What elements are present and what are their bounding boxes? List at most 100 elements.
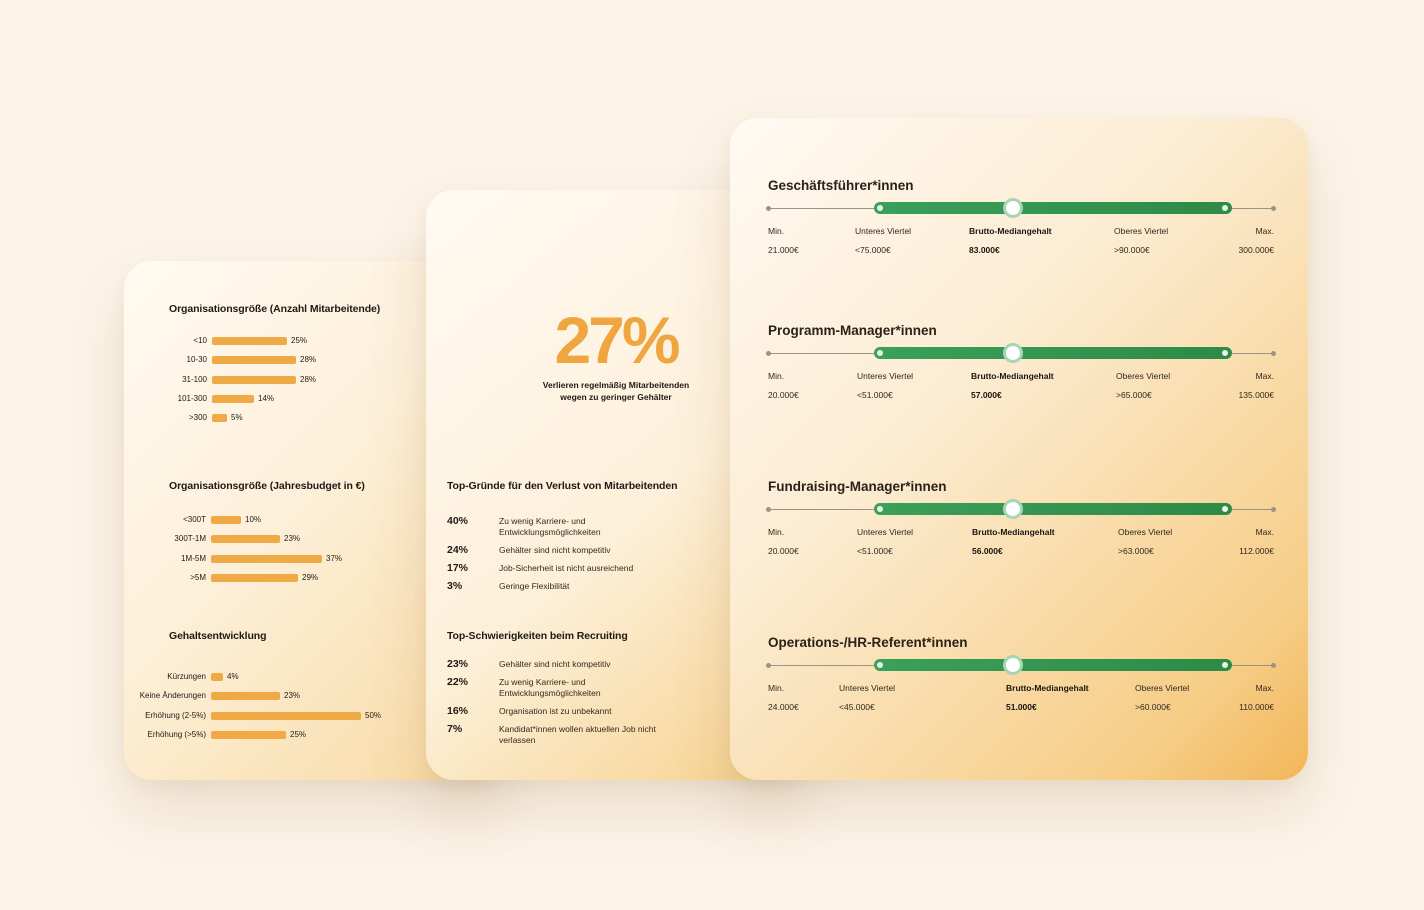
range-min-dot <box>766 662 771 668</box>
col-median: Brutto-Mediangehalt 57.000€ <box>971 371 1054 400</box>
bar-value: 23% <box>284 691 301 701</box>
bar-label: >5M <box>190 572 206 582</box>
bar <box>211 730 286 739</box>
col-median: Brutto-Mediangehalt 51.000€ <box>1006 683 1089 712</box>
col-q1: Unteres Viertel <51.000€ <box>857 371 913 400</box>
bar-label: <300T <box>183 515 206 524</box>
salary-range-track <box>766 499 1276 519</box>
col-header-median: Brutto-Mediangehalt <box>969 226 1052 236</box>
col-header-q1: Unteres Viertel <box>855 226 912 236</box>
list-item-text: Geringe Flexibilität <box>499 581 570 591</box>
role-title: Operations-/HR-Referent*innen <box>768 635 968 650</box>
col-header-q1: Unteres Viertel <box>857 527 914 537</box>
col-value-q3: >60.000€ <box>1135 702 1171 712</box>
bar-value: 29% <box>302 572 319 582</box>
bar-value: 50% <box>365 710 382 720</box>
bar-value: 10% <box>245 515 262 524</box>
list-item: 17% Job-Sicherheit ist nicht ausreichend <box>447 563 787 574</box>
bar <box>212 375 296 384</box>
recruiting-list: 23% Gehälter sind nicht kompetitiv 22% Zu w… <box>447 659 787 753</box>
bar-value: 25% <box>291 336 308 345</box>
col-q1: Unteres Viertel <51.000€ <box>857 527 913 556</box>
col-value-max: 110.000€ <box>1239 702 1274 712</box>
loss-reasons-list: 40% Zu wenig Karriere- und Entwicklungsmö… <box>447 516 787 599</box>
median-marker <box>1003 655 1023 675</box>
list-item-text: Kandidat*innen wollen aktuellen Job nich… <box>499 724 656 745</box>
col-q3: Oberes Viertel >63.000€ <box>1118 527 1172 556</box>
col-header-q3: Oberes Viertel <box>1116 371 1171 381</box>
org-size-budget-title: Organisationsgröße (Jahresbudget in €) <box>169 480 365 492</box>
col-header-q1: Unteres Viertel <box>839 683 896 693</box>
col-header-q3: Oberes Viertel <box>1114 226 1169 236</box>
col-header-median: Brutto-Mediangehalt <box>1006 683 1089 693</box>
bar <box>211 573 298 582</box>
list-item: 23% Gehälter sind nicht kompetitiv <box>447 659 787 670</box>
col-value-q3: >63.000€ <box>1118 546 1154 556</box>
list-item: 16% Organisation ist zu unbekannt <box>447 706 787 717</box>
col-q3: Oberes Viertel >65.000€ <box>1116 371 1170 400</box>
col-header-q3: Oberes Viertel <box>1118 527 1173 537</box>
big-stat-line-2: wegen zu geringer Gehälter <box>560 392 672 402</box>
salary-role: Fundraising-Manager*innen Min. 20.000€ Unte… <box>766 479 1276 559</box>
col-value-median: 83.000€ <box>969 245 1000 255</box>
loss-reasons-title: Top-Gründe für den Verlust von Mitarbeit… <box>447 480 678 492</box>
bar-label: 300T-1M <box>174 534 206 544</box>
bar-value: 23% <box>284 534 301 544</box>
list-item: 40% Zu wenig Karriere- und Entwicklungsmö… <box>447 516 787 538</box>
bar-label: 101-300 <box>177 393 207 403</box>
col-value-median: 57.000€ <box>971 390 1002 400</box>
col-q3: Oberes Viertel >90.000€ <box>1114 226 1168 255</box>
q1-dot <box>877 205 883 211</box>
salary-role: Programm-Manager*innen Min. 20.000€ Unteres… <box>766 323 1276 403</box>
list-item-text: Zu wenig Karriere- und Entwicklungsmögli… <box>499 677 601 698</box>
col-max: Max. 112.000€ <box>1239 527 1274 556</box>
col-header-min: Min. <box>768 371 785 381</box>
bar-label: 1M-5M <box>181 553 206 563</box>
role-title: Programm-Manager*innen <box>768 323 937 338</box>
salary-dev-title: Gehaltsentwicklung <box>169 630 267 642</box>
col-header-min: Min. <box>768 683 785 693</box>
col-header-max: Max. <box>1255 683 1274 693</box>
bar-label: >300 <box>188 413 207 423</box>
bar <box>211 516 241 524</box>
role-title: Geschäftsführer*innen <box>768 178 914 193</box>
col-value-max: 135.000€ <box>1238 390 1274 400</box>
col-header-q3: Oberes Viertel <box>1135 683 1190 693</box>
salary-role: Operations-/HR-Referent*innen Min. 24.000€… <box>766 635 1276 715</box>
q3-dot <box>1222 205 1228 211</box>
col-value-min: 24.000€ <box>768 702 799 712</box>
q3-dot <box>1222 350 1228 356</box>
bar-label: Keine Änderungen <box>139 691 206 701</box>
median-marker <box>1003 499 1023 519</box>
bar-label: Erhöhung (>5%) <box>147 729 206 739</box>
col-value-min: 21.000€ <box>768 245 799 255</box>
range-max-dot <box>1271 662 1276 668</box>
range-max-dot <box>1271 506 1276 512</box>
col-q1: Unteres Viertel <75.000€ <box>855 226 911 255</box>
list-item: 22% Zu wenig Karriere- und Entwicklungsmö… <box>447 677 787 699</box>
col-value-q1: <51.000€ <box>857 546 893 556</box>
col-value-q3: >65.000€ <box>1116 390 1152 400</box>
big-stat: 27% <box>554 303 680 377</box>
col-min: Min. 24.000€ <box>768 683 799 712</box>
col-value-min: 20.000€ <box>768 390 799 400</box>
list-item-text: Organisation ist zu unbekannt <box>499 706 612 716</box>
col-header-median: Brutto-Mediangehalt <box>972 527 1055 537</box>
bar-label: Erhöhung (2-5%) <box>145 710 206 720</box>
range-max-dot <box>1271 350 1276 356</box>
bar-label: <10 <box>193 336 207 345</box>
interquartile-bar <box>874 503 1232 515</box>
salary-range-track <box>766 343 1276 363</box>
bar-label: 31-100 <box>182 374 207 384</box>
range-min-dot <box>766 506 771 512</box>
col-header-max: Max. <box>1255 371 1274 381</box>
org-size-staff-title: Organisationsgröße (Anzahl Mitarbeitende… <box>169 303 381 315</box>
bar <box>212 394 254 403</box>
col-min: Min. 20.000€ <box>768 371 799 400</box>
bar-value: 37% <box>326 553 343 563</box>
salary-ranges-card: Geschäftsführer*innen Min. 21.000€ Unteres … <box>730 118 1308 780</box>
col-max: Max. 300.000€ <box>1239 226 1274 255</box>
col-value-q1: <51.000€ <box>857 390 893 400</box>
bar <box>211 673 223 681</box>
list-item-percent: 17% <box>447 562 469 574</box>
